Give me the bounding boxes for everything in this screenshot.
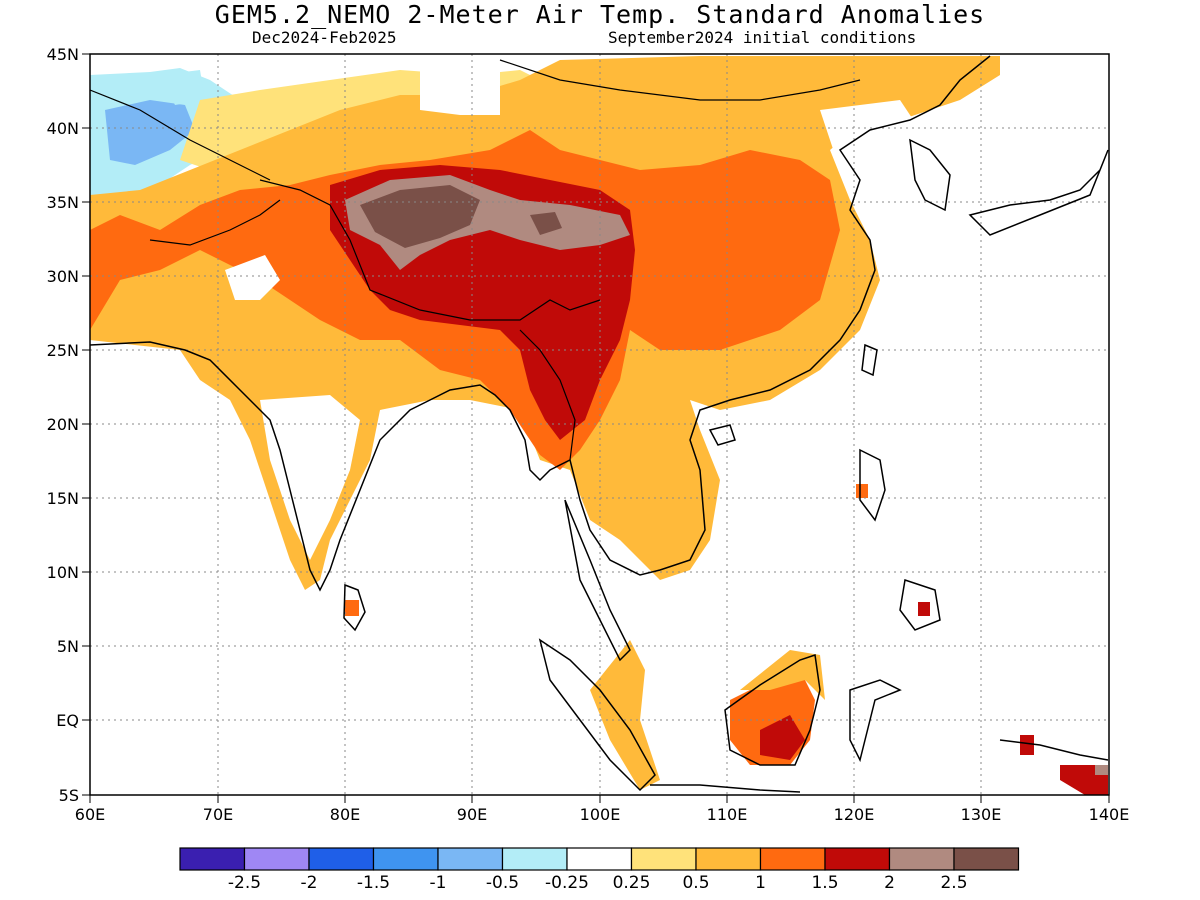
java-outline	[650, 784, 801, 793]
legend-label: -2	[301, 873, 318, 893]
lat-tick-label: 5N	[57, 637, 79, 656]
initial-conditions: September2024 initial conditions	[608, 28, 917, 47]
legend-swatch	[759, 847, 826, 871]
chart-title: GEM5.2_NEMO 2-Meter Air Temp. Standard A…	[214, 0, 986, 29]
legend-swatch	[243, 847, 310, 871]
legend-label: 0.5	[682, 873, 709, 893]
newguinea-outline	[999, 739, 1109, 761]
legend-swatch	[888, 847, 955, 871]
lon-tick-label: 70E	[203, 805, 233, 824]
lat-tick-label: 30N	[47, 267, 79, 286]
legend-swatch	[372, 847, 439, 871]
lon-tick-label: 90E	[457, 805, 487, 824]
borneo-outline	[724, 654, 821, 766]
legend-label: 2	[884, 873, 895, 893]
legend-label: -1	[430, 873, 447, 893]
forecast-period: Dec2024-Feb2025	[252, 28, 397, 47]
legend-label: 0.25	[613, 873, 651, 893]
lon-labels: 60E 70E 80E 90E 100E 110E 120E 130E 140E	[75, 805, 1130, 824]
border-himalaya	[259, 179, 601, 321]
coastlines	[90, 55, 1109, 793]
anomaly-cold-medium	[105, 100, 195, 165]
japan-outline	[968, 149, 1109, 236]
lon-tick-label: 120E	[834, 805, 875, 824]
legend-swatch	[630, 847, 697, 871]
mindanao-outline	[899, 579, 941, 631]
legend-swatch	[501, 847, 568, 871]
legend-label: 1	[755, 873, 766, 893]
legend-label: -0.5	[486, 873, 519, 893]
anomaly-philippines	[856, 484, 868, 498]
legend-swatches	[179, 847, 1020, 871]
anomaly-moluccas	[1020, 735, 1034, 755]
legend-label: -2.5	[228, 873, 261, 893]
anomaly-srilanka	[345, 600, 359, 616]
legend-label: 1.5	[811, 873, 838, 893]
lat-labels: 45N 40N 35N 30N 25N 20N 15N 10N 5N EQ 5S	[47, 45, 79, 805]
anomaly-neutral-pakistan	[225, 255, 280, 300]
lon-tick-label: 60E	[75, 805, 105, 824]
legend-label: -0.25	[545, 873, 589, 893]
anomaly-neutral-mongolia	[420, 58, 500, 115]
legend-swatch	[437, 847, 504, 871]
lon-tick-label: 110E	[707, 805, 748, 824]
lat-tick-label: 20N	[47, 415, 79, 434]
taiwan-outline	[861, 343, 878, 377]
lat-tick-label: 10N	[47, 563, 79, 582]
hainan-outline	[708, 424, 736, 446]
luzon-outline	[859, 448, 886, 522]
anomaly-brown-dark-small	[530, 212, 562, 235]
lat-tick-label: 15N	[47, 489, 79, 508]
lon-tick-label: 140E	[1089, 805, 1130, 824]
anomaly-borneo-edge	[740, 650, 825, 700]
anomaly-fields	[90, 56, 1108, 795]
legend-label: 2.5	[940, 873, 967, 893]
lon-tick-label: 80E	[330, 805, 360, 824]
legend-swatch	[566, 847, 633, 871]
legend-swatch	[824, 847, 891, 871]
anomaly-mindanao	[918, 602, 930, 616]
tick-marks	[82, 53, 1110, 803]
legend-swatch	[953, 847, 1020, 871]
border-china-north	[499, 59, 861, 101]
sri-lanka-outline	[343, 583, 366, 632]
anomaly-newguinea-brown	[1095, 765, 1108, 775]
grid-lines	[90, 54, 1109, 795]
lat-tick-label: 25N	[47, 341, 79, 360]
legend-labels: -2.5 -2 -1.5 -1 -0.5 -0.25 0.25 0.5 1 1.5 2 2.5	[228, 873, 968, 893]
sulawesi-outline	[849, 679, 902, 763]
border-afghanistan	[149, 199, 281, 246]
legend-swatch	[179, 847, 246, 871]
anomaly-neutral-manchuria	[820, 100, 920, 170]
lat-tick-label: 5S	[59, 786, 79, 805]
lon-tick-label: 130E	[961, 805, 1002, 824]
anomaly-cold-patch	[160, 70, 205, 105]
lat-tick-label: 45N	[47, 45, 79, 64]
korea-outline	[909, 138, 951, 212]
lat-tick-label: 40N	[47, 119, 79, 138]
border-myanmar	[519, 329, 576, 461]
border-central-asia	[90, 89, 271, 181]
malay-outline	[564, 499, 631, 662]
anomaly-borneo-red	[760, 715, 805, 760]
anomaly-brown-dark	[360, 185, 480, 248]
legend-label: -1.5	[357, 873, 390, 893]
sumatra-outline	[538, 638, 656, 792]
lat-tick-label: 35N	[47, 193, 79, 212]
lat-tick-label: EQ	[56, 711, 79, 730]
lon-tick-label: 100E	[580, 805, 621, 824]
anomaly-neutral-india	[260, 395, 360, 560]
legend-swatch	[695, 847, 762, 871]
legend-swatch	[308, 847, 375, 871]
